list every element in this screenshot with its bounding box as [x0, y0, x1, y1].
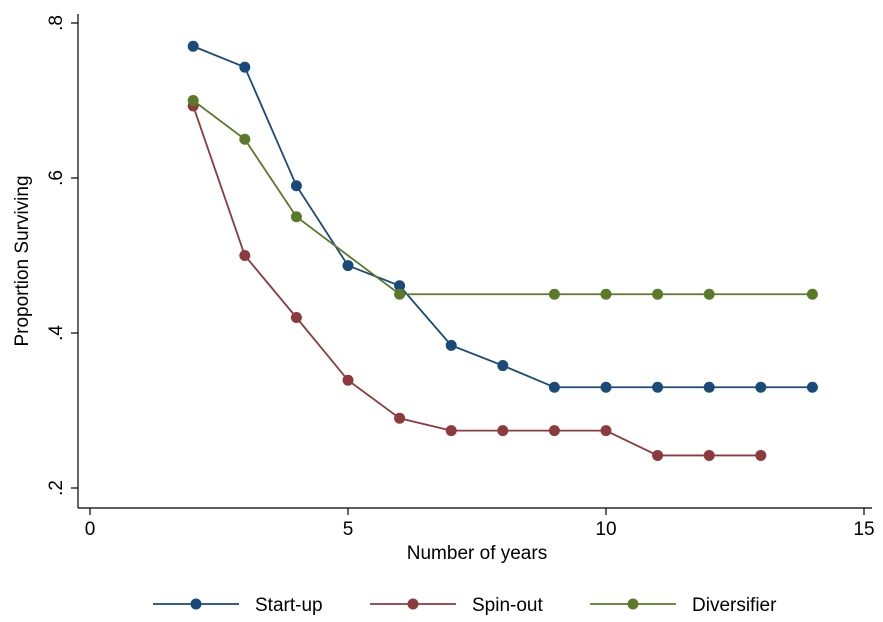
- data-point: [290, 211, 302, 223]
- data-point: [187, 40, 199, 52]
- data-point: [600, 288, 612, 300]
- legend-item: Start-up: [153, 595, 323, 616]
- series-start-up: [187, 40, 818, 393]
- legend-label: Diversifier: [692, 595, 777, 616]
- y-axis-title: Proportion Surviving: [12, 175, 33, 346]
- legend-marker: [627, 598, 639, 610]
- data-point: [755, 449, 767, 461]
- data-point: [755, 381, 767, 393]
- legend-marker: [407, 598, 419, 610]
- legend-label: Spin-out: [472, 595, 543, 616]
- data-point: [239, 250, 251, 261]
- series-line: [192, 105, 761, 457]
- series-diversifier: [187, 95, 818, 300]
- data-point: [652, 288, 664, 300]
- series-spin-out: [187, 100, 767, 461]
- x-tick-label: 5: [343, 519, 354, 540]
- data-point: [342, 374, 354, 386]
- ticks: 0 5 10 15 .2 .4 .6 .8: [46, 15, 875, 540]
- data-point: [806, 381, 818, 393]
- legend-item: Spin-out: [370, 595, 543, 616]
- y-tick-label: .6: [46, 170, 67, 186]
- data-point: [652, 449, 664, 461]
- data-point: [342, 260, 354, 272]
- series-area: [187, 40, 818, 461]
- data-point: [703, 381, 715, 393]
- series-line: [192, 99, 813, 296]
- data-point: [548, 288, 560, 300]
- data-point: [239, 61, 251, 73]
- data-point: [290, 312, 302, 323]
- data-point: [600, 381, 612, 393]
- data-point: [548, 425, 560, 437]
- data-point: [445, 339, 457, 351]
- x-tick-label: 10: [595, 519, 616, 540]
- y-tick-label: .8: [46, 15, 67, 31]
- legend-item: Diversifier: [590, 595, 777, 616]
- y-tick-label: .4: [46, 325, 67, 341]
- data-point: [445, 425, 457, 437]
- data-point: [600, 425, 612, 437]
- data-point: [806, 288, 818, 300]
- data-point: [548, 381, 560, 393]
- data-point: [703, 288, 715, 300]
- data-point: [652, 381, 664, 393]
- series-line: [192, 45, 813, 389]
- legend-label: Start-up: [255, 595, 323, 616]
- x-tick-label: 0: [85, 519, 96, 540]
- data-point: [497, 360, 509, 372]
- legend-marker: [190, 598, 202, 610]
- data-point: [187, 95, 199, 106]
- axes: [77, 14, 872, 509]
- legend: Start-up Spin-out Diversifier: [153, 595, 777, 616]
- data-point: [239, 133, 251, 145]
- data-point: [394, 412, 406, 424]
- data-point: [394, 288, 406, 300]
- x-axis-title: Number of years: [407, 543, 547, 564]
- data-point: [703, 449, 715, 461]
- data-point: [497, 425, 509, 437]
- data-point: [394, 280, 406, 292]
- y-tick-label: .2: [46, 480, 67, 496]
- x-tick-label: 15: [853, 519, 874, 540]
- data-point: [290, 180, 302, 192]
